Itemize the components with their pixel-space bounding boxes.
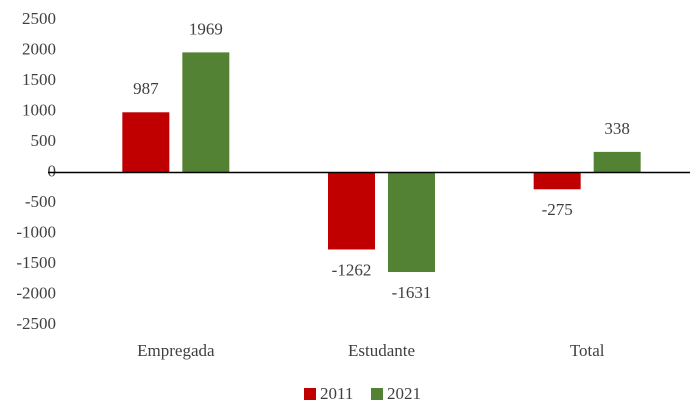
y-tick-label: -2500	[16, 314, 56, 333]
y-tick-label: -500	[25, 192, 56, 211]
y-tick-label: 0	[48, 161, 57, 180]
y-tick-label: 500	[31, 131, 57, 150]
data-label: 1969	[189, 19, 223, 38]
x-tick-label: Estudante	[348, 341, 415, 360]
y-tick-label: 1000	[22, 100, 56, 119]
bar	[533, 172, 581, 190]
bar	[593, 151, 641, 173]
legend-label: 2011	[320, 384, 353, 403]
y-tick-label: -1500	[16, 253, 56, 272]
bar	[328, 172, 375, 250]
x-tick-label: Total	[570, 341, 605, 360]
y-tick-label: 2500	[22, 9, 56, 28]
data-label: -275	[542, 200, 573, 219]
y-tick-label: -1000	[16, 222, 56, 241]
y-tick-label: 1500	[22, 70, 56, 89]
data-label: 987	[133, 79, 159, 98]
legend-swatch	[304, 388, 316, 400]
bar	[388, 172, 435, 272]
bar	[122, 112, 170, 173]
data-label: -1631	[392, 283, 432, 302]
legend-swatch	[371, 388, 383, 400]
legend-label: 2021	[387, 384, 421, 403]
bar	[182, 52, 230, 173]
y-tick-label: 2000	[22, 39, 56, 58]
y-tick-label: -2000	[16, 283, 56, 302]
data-label: -1262	[332, 260, 372, 279]
x-tick-label: Empregada	[137, 341, 215, 360]
data-label: 338	[604, 119, 630, 138]
